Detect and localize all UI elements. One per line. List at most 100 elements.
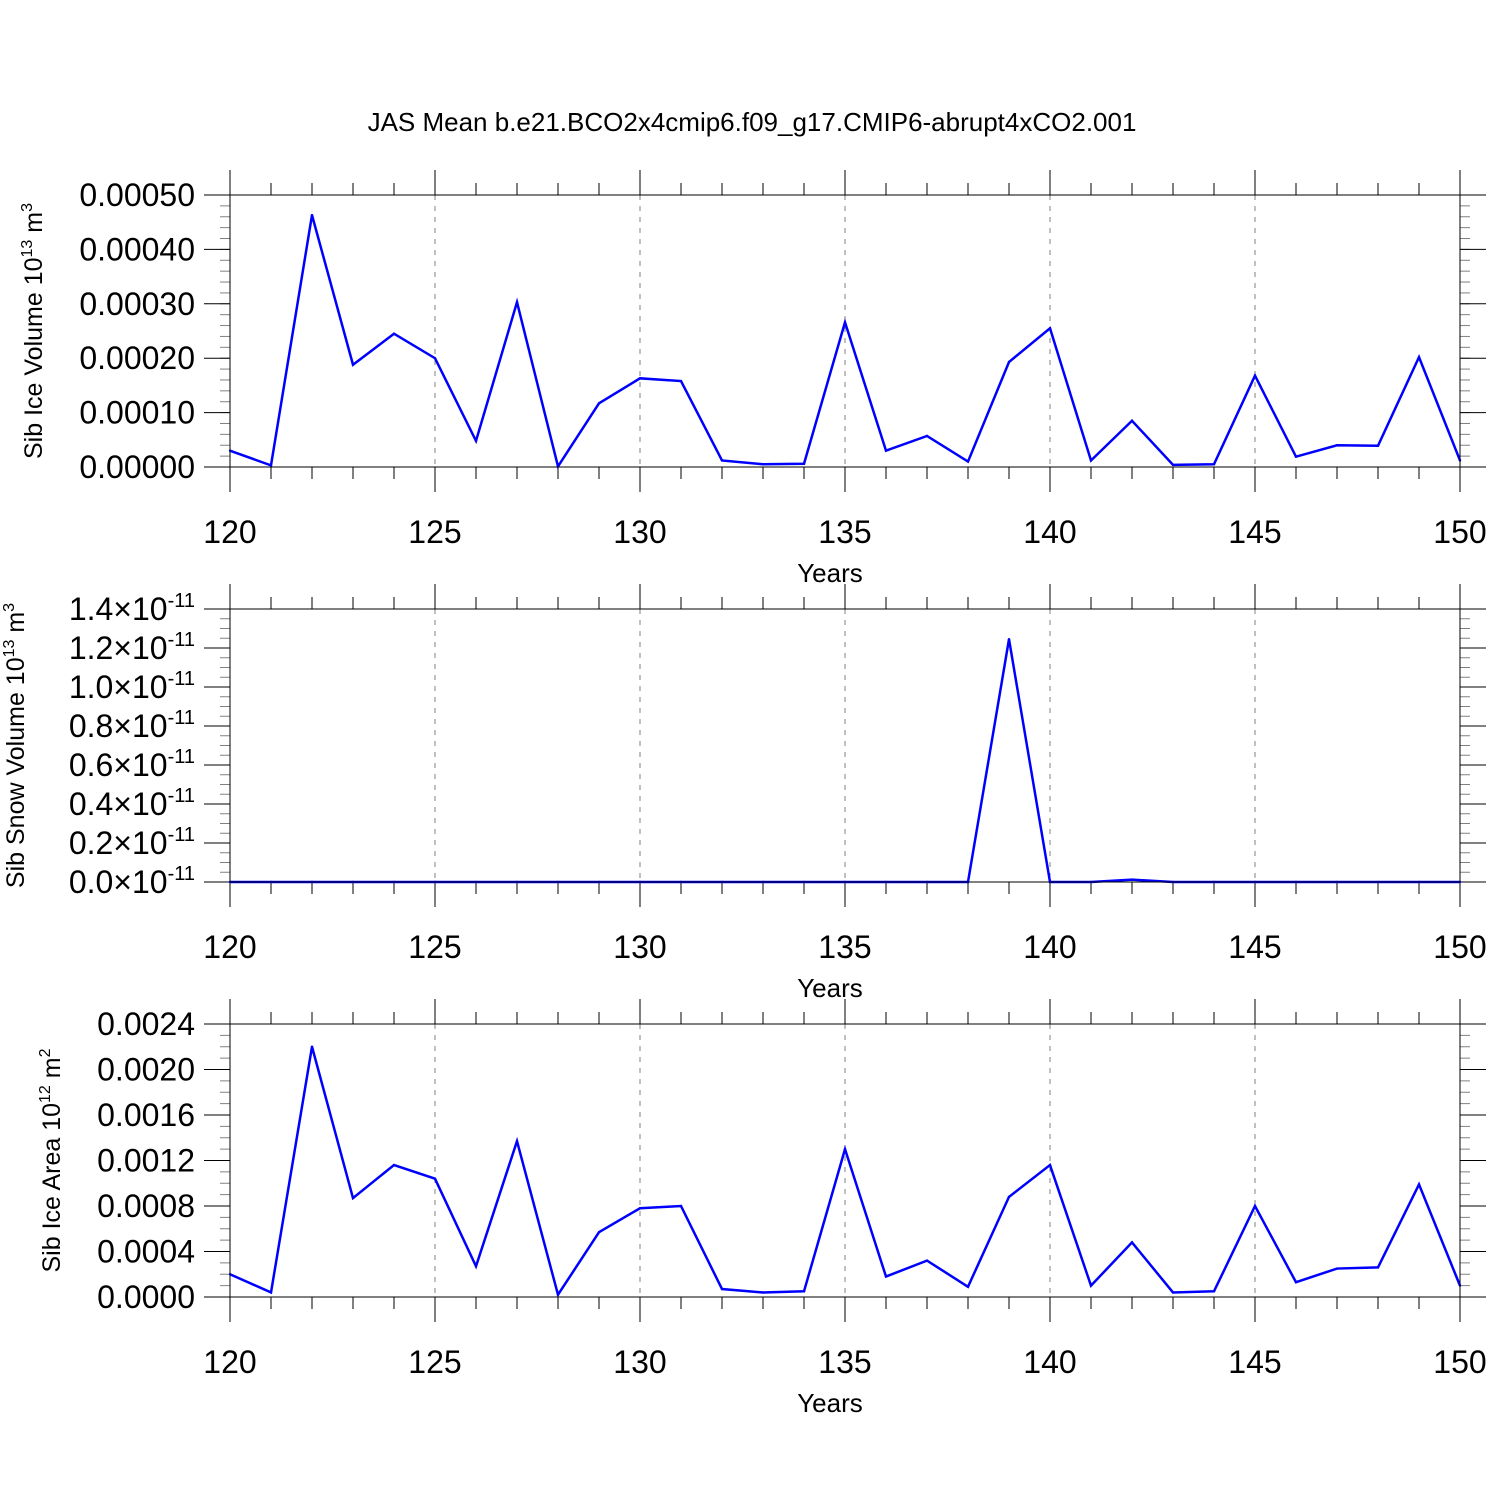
chart-panel-2: 120 125 130 135 140 145 150 Years 0.0×10-110.2×1… [1, 584, 1487, 1003]
data-point [761, 463, 765, 466]
data-point [1294, 455, 1298, 458]
data-point [679, 1204, 683, 1208]
data-point [843, 321, 847, 324]
y-axis-label: Sib Ice Area 1012 m2 [37, 1048, 66, 1272]
data-point [720, 1287, 724, 1291]
chart-panel-1: 120 125 130 135 140 145 150 Years 0.00000 0.00010… [19, 170, 1487, 588]
y-tick-label: 0.0000 [97, 1279, 195, 1315]
data-point [1212, 1290, 1216, 1293]
data-point [351, 363, 355, 366]
data-point [392, 332, 396, 335]
data-point [1335, 444, 1339, 447]
data-point [433, 1177, 437, 1180]
y-axis-label: Sib Ice Volume 1013 m3 [19, 203, 48, 459]
data-point [392, 1163, 396, 1167]
y-tick-label: 0.00000 [79, 449, 195, 485]
x-axis-label: Years [797, 558, 863, 588]
data-point [433, 357, 437, 360]
data-point [1048, 1163, 1052, 1167]
data-point [310, 213, 314, 217]
x-tick-label: 150 [1433, 514, 1486, 550]
y-tick-label: 0.2×10-11 [69, 824, 195, 861]
chart-title: JAS Mean b.e21.BCO2x4cmip6.f09_g17.CMIP6… [368, 107, 1137, 137]
x-tick-label: 125 [408, 1344, 461, 1380]
plot-frame [229, 1023, 1461, 1298]
data-point [1335, 1267, 1339, 1270]
data-point [1171, 1291, 1175, 1294]
x-tick-label: 140 [1023, 1344, 1076, 1380]
y-tick-label: 0.0020 [97, 1052, 195, 1088]
y-tick-label: 0.00050 [79, 177, 195, 213]
data-point [351, 1196, 355, 1200]
data-point [802, 1290, 806, 1293]
y-tick-label: 0.00030 [79, 286, 195, 322]
x-tick-label: 135 [818, 929, 871, 965]
y-tick-label: 0.0×10-11 [69, 863, 195, 900]
x-tick-label: 150 [1433, 1344, 1486, 1380]
y-tick-label: 0.8×10-11 [69, 707, 195, 744]
y-tick-label: 0.0008 [97, 1188, 195, 1224]
data-point [1130, 878, 1134, 881]
x-tick-label: 135 [818, 514, 871, 550]
data-point [802, 462, 806, 465]
data-point [269, 1291, 273, 1294]
data-point [474, 439, 478, 443]
data-point [1130, 419, 1134, 422]
data-point [884, 1275, 888, 1278]
data-point [925, 1259, 929, 1262]
data-point [1130, 1241, 1134, 1244]
x-axis-label: Years [797, 973, 863, 1003]
x-tick-label: 150 [1433, 929, 1486, 965]
data-point [597, 1230, 601, 1234]
x-tick-label: 125 [408, 929, 461, 965]
plot-frame [229, 194, 1461, 468]
x-tick-label: 145 [1228, 1344, 1281, 1380]
data-point [1417, 1183, 1421, 1186]
y-axis-label: Sib Snow Volume 1013 m3 [1, 603, 30, 888]
data-point [884, 449, 888, 452]
data-point [1007, 638, 1011, 641]
y-tick-label: 0.00010 [79, 395, 195, 431]
data-point [515, 300, 519, 304]
y-tick-label: 0.6×10-11 [69, 746, 195, 783]
y-tick-label: 0.0004 [97, 1234, 195, 1270]
data-point [1089, 1284, 1093, 1287]
data-point [966, 460, 970, 463]
data-point [1089, 459, 1093, 462]
data-point [597, 402, 601, 405]
x-tick-label: 130 [613, 929, 666, 965]
data-point [966, 1285, 970, 1288]
x-tick-label: 145 [1228, 514, 1281, 550]
y-tick-label: 0.4×10-11 [69, 785, 195, 822]
x-tick-label: 120 [203, 1344, 256, 1380]
x-axis-label: Years [797, 1388, 863, 1418]
x-tick-label: 130 [613, 514, 666, 550]
y-tick-label: 0.0012 [97, 1143, 195, 1179]
data-point [638, 1207, 642, 1210]
y-tick-label: 0.0016 [97, 1097, 195, 1133]
data-point [925, 434, 929, 438]
data-point [1007, 360, 1011, 364]
data-point [843, 1147, 847, 1151]
y-tick-label: 1.2×10-11 [69, 629, 195, 666]
data-point [761, 1291, 765, 1294]
data-point [1212, 463, 1216, 466]
data-point [720, 459, 724, 462]
data-point [310, 1045, 314, 1048]
data-point [515, 1139, 519, 1143]
data-point [1376, 444, 1380, 447]
x-tick-label: 140 [1023, 929, 1076, 965]
y-tick-label: 0.00020 [79, 340, 195, 376]
data-point [1417, 355, 1421, 359]
data-point [556, 1293, 560, 1296]
data-point [1294, 1281, 1298, 1284]
data-point [1007, 1195, 1011, 1199]
data-point [638, 377, 642, 380]
x-tick-label: 140 [1023, 514, 1076, 550]
y-tick-label: 1.4×10-11 [69, 590, 195, 627]
data-point [269, 464, 273, 467]
y-tick-label: 0.0024 [97, 1006, 195, 1042]
data-point [679, 379, 683, 383]
chart-panel-3: 120 125 130 135 140 145 150 Years 0.0000 0.0004 0.… [37, 999, 1487, 1418]
data-point [1376, 1266, 1380, 1269]
